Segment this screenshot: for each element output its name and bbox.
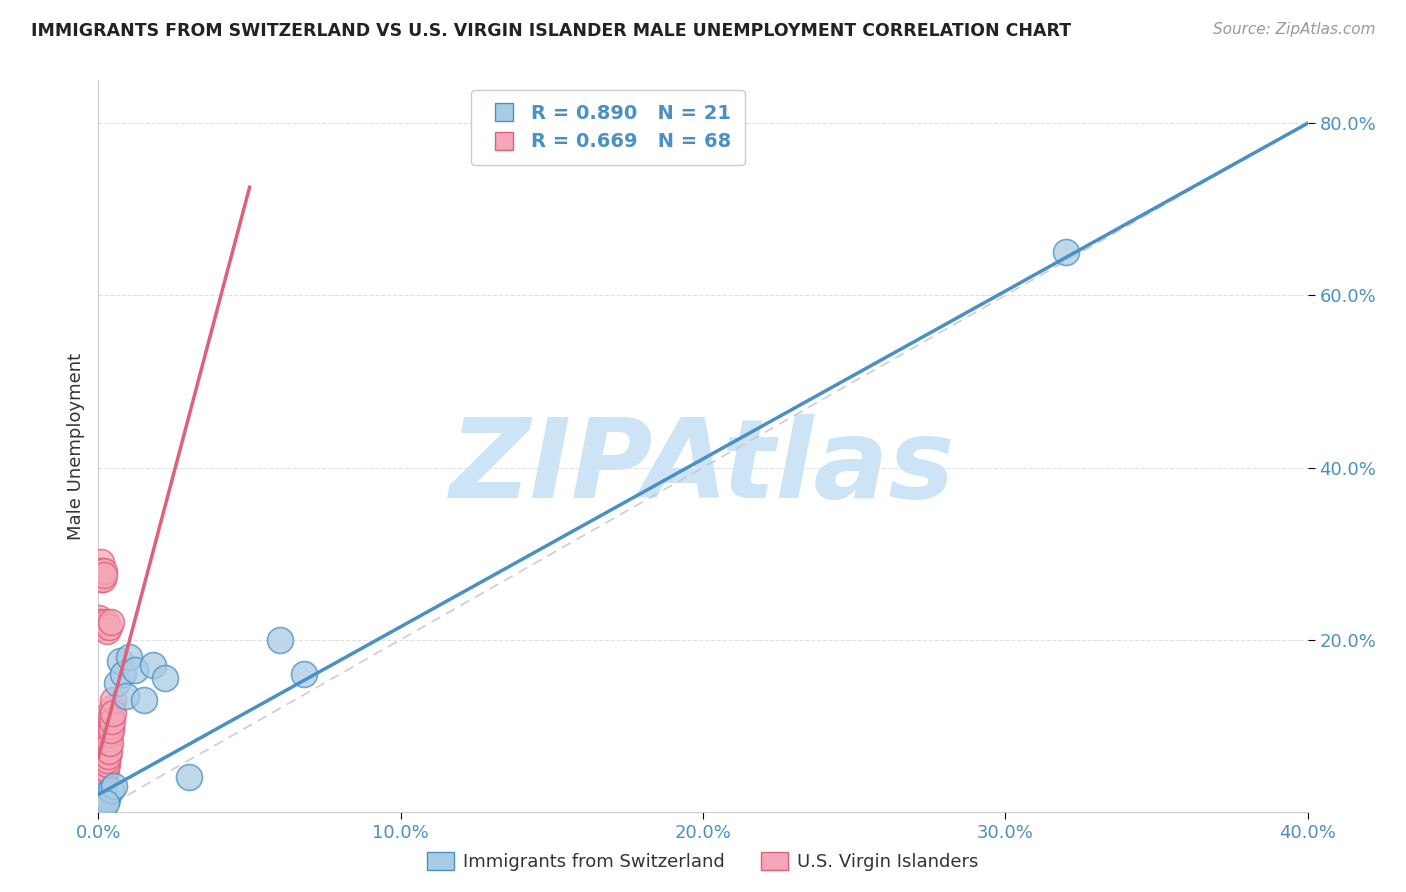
Point xyxy=(90,792,112,806)
Text: IMMIGRANTS FROM SWITZERLAND VS U.S. VIRGIN ISLANDER MALE UNEMPLOYMENT CORRELATIO: IMMIGRANTS FROM SWITZERLAND VS U.S. VIRG… xyxy=(31,22,1071,40)
Point xyxy=(108,654,131,668)
Point xyxy=(89,802,111,816)
Point xyxy=(91,779,114,793)
Point xyxy=(89,611,111,625)
Point xyxy=(96,744,118,758)
Point xyxy=(93,564,115,578)
Point xyxy=(97,748,120,763)
Point xyxy=(90,796,112,810)
Point xyxy=(98,727,121,741)
Point xyxy=(90,783,112,797)
Point xyxy=(90,555,112,569)
Point xyxy=(89,796,111,810)
Point xyxy=(98,736,121,750)
Point xyxy=(96,757,118,772)
Point xyxy=(90,779,112,793)
Point xyxy=(90,796,112,810)
Point xyxy=(101,706,124,720)
Point xyxy=(90,788,112,802)
Point xyxy=(91,792,114,806)
Point xyxy=(153,671,176,685)
Point xyxy=(91,800,114,814)
Point xyxy=(1054,245,1077,260)
Point xyxy=(89,564,111,578)
Point xyxy=(89,792,111,806)
Point xyxy=(100,719,122,733)
Point xyxy=(89,800,111,814)
Point xyxy=(89,788,111,802)
Point xyxy=(101,714,124,729)
Point xyxy=(98,736,121,750)
Point xyxy=(90,792,112,806)
Point xyxy=(269,632,291,647)
Point xyxy=(114,689,136,703)
Point xyxy=(98,744,121,758)
Point xyxy=(96,624,118,638)
Point xyxy=(101,701,124,715)
Point xyxy=(105,675,128,690)
Point xyxy=(90,792,112,806)
Point xyxy=(100,783,122,797)
Point xyxy=(90,573,112,587)
Point xyxy=(91,564,114,578)
Point xyxy=(89,800,111,814)
Point xyxy=(101,693,124,707)
Point xyxy=(90,797,112,812)
Point xyxy=(98,620,121,634)
Point xyxy=(89,800,111,814)
Text: ZIPAtlas: ZIPAtlas xyxy=(450,415,956,522)
Point xyxy=(94,753,117,767)
Point xyxy=(89,615,111,630)
Point xyxy=(100,710,122,724)
Point xyxy=(90,796,112,810)
Point xyxy=(103,779,125,793)
Point xyxy=(94,796,117,810)
Point xyxy=(93,568,115,582)
Point xyxy=(89,796,111,810)
Point xyxy=(179,770,201,784)
Point xyxy=(90,800,112,814)
Point xyxy=(96,748,118,763)
Point xyxy=(89,800,111,814)
Point xyxy=(96,753,118,767)
Point xyxy=(100,723,122,737)
Point xyxy=(118,649,141,664)
Point xyxy=(94,757,117,772)
Point xyxy=(93,770,115,784)
Point xyxy=(94,766,117,780)
Point xyxy=(94,762,117,776)
Point xyxy=(89,800,111,814)
Point xyxy=(93,788,115,802)
Point xyxy=(91,770,114,784)
Point xyxy=(87,800,110,814)
Point xyxy=(111,667,134,681)
Point xyxy=(93,766,115,780)
Point xyxy=(90,620,112,634)
Legend: R = 0.890   N = 21, R = 0.669   N = 68: R = 0.890 N = 21, R = 0.669 N = 68 xyxy=(471,90,745,165)
Point xyxy=(89,800,111,814)
Point xyxy=(91,774,114,789)
Point xyxy=(89,800,111,814)
Point xyxy=(124,663,146,677)
Point xyxy=(142,658,165,673)
Text: Source: ZipAtlas.com: Source: ZipAtlas.com xyxy=(1212,22,1375,37)
Point xyxy=(94,615,117,630)
Legend: Immigrants from Switzerland, U.S. Virgin Islanders: Immigrants from Switzerland, U.S. Virgin… xyxy=(420,845,986,879)
Point xyxy=(93,762,115,776)
Point xyxy=(96,792,118,806)
Point xyxy=(89,615,111,630)
Y-axis label: Male Unemployment: Male Unemployment xyxy=(66,352,84,540)
Point xyxy=(292,667,315,681)
Point xyxy=(97,740,120,755)
Point xyxy=(100,615,122,630)
Point xyxy=(91,573,114,587)
Point xyxy=(91,783,114,797)
Point xyxy=(90,797,112,812)
Point xyxy=(93,774,115,789)
Point xyxy=(132,693,155,707)
